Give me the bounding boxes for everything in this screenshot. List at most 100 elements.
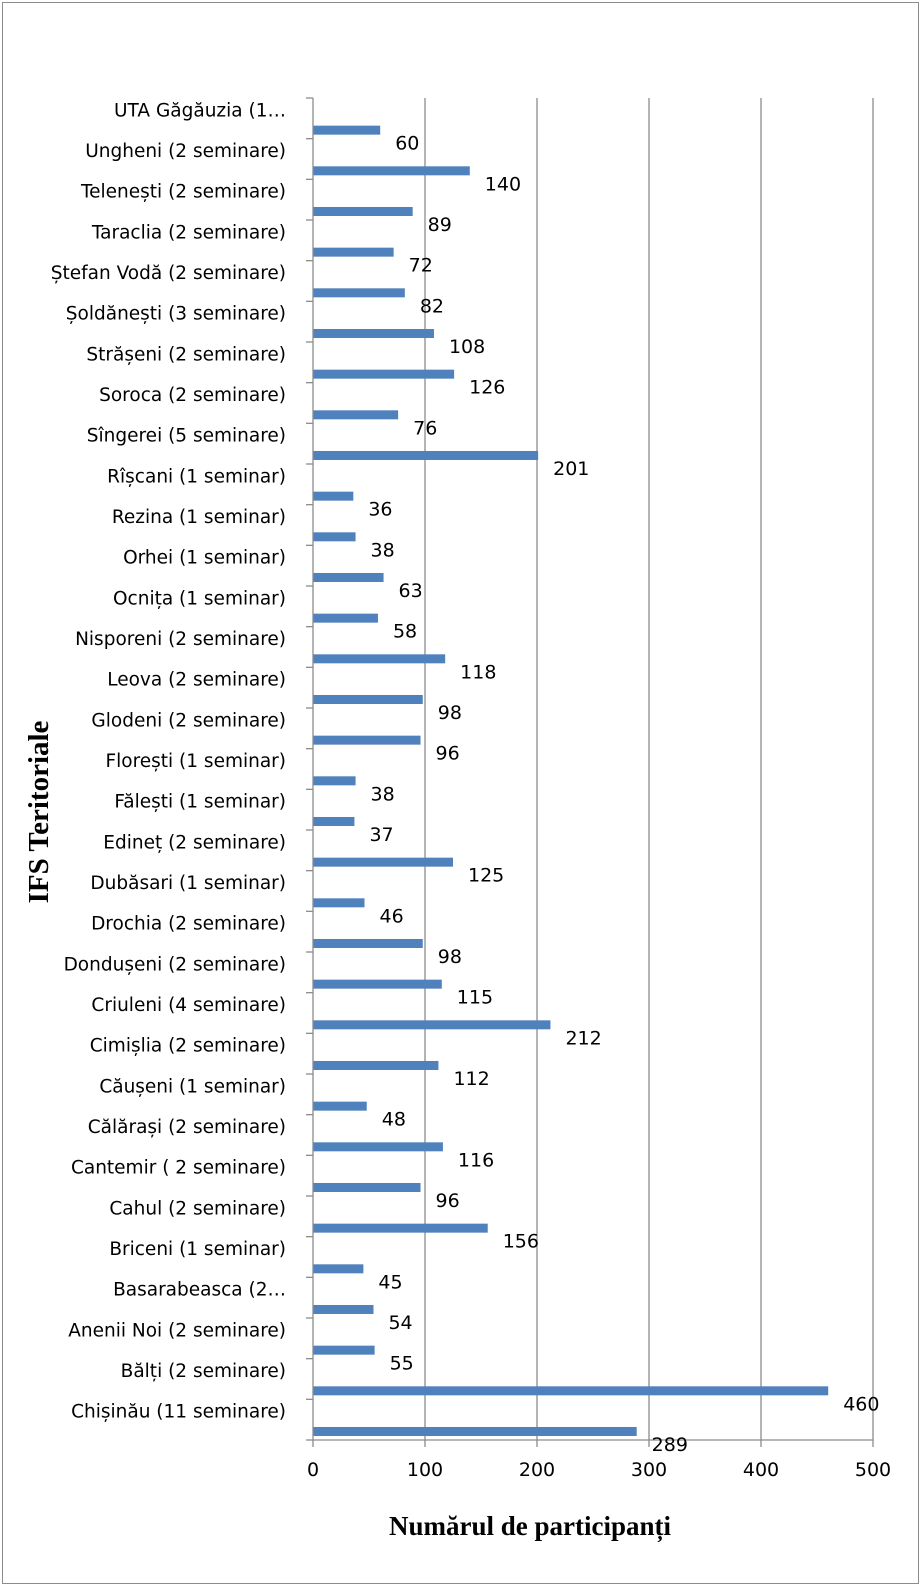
bar bbox=[313, 1101, 367, 1111]
bar bbox=[313, 247, 394, 257]
bar bbox=[313, 776, 356, 786]
data-label: 115 bbox=[457, 987, 493, 1009]
x-tick-label: 300 bbox=[631, 1459, 667, 1481]
category-label: Briceni (1 seminar) bbox=[109, 1239, 286, 1260]
bar bbox=[313, 816, 355, 826]
category-label: Cahul (2 seminare) bbox=[109, 1198, 286, 1219]
category-label: Telenești (2 seminare) bbox=[80, 182, 286, 203]
bar bbox=[313, 857, 453, 867]
bars bbox=[313, 125, 829, 1436]
data-label: 96 bbox=[436, 1190, 460, 1212]
category-label: Ștefan Vodă (2 seminare) bbox=[51, 263, 286, 284]
bar bbox=[313, 735, 421, 745]
category-label: Rîșcani (1 seminar) bbox=[107, 466, 286, 487]
y-axis-title: IFS Teritoriale bbox=[23, 720, 55, 903]
data-label: 125 bbox=[468, 865, 504, 887]
category-label: Edineț (2 seminare) bbox=[103, 832, 286, 853]
data-label: 55 bbox=[390, 1353, 414, 1375]
data-label: 38 bbox=[371, 783, 395, 805]
bar bbox=[313, 1223, 488, 1233]
bar bbox=[313, 1182, 421, 1192]
bar bbox=[313, 1345, 375, 1355]
data-label: 46 bbox=[380, 905, 404, 927]
bar bbox=[313, 1304, 374, 1314]
data-label: 60 bbox=[395, 133, 419, 155]
data-label: 118 bbox=[460, 661, 496, 683]
category-label: Dondușeni (2 seminare) bbox=[64, 954, 286, 975]
category-label: Ungheni (2 seminare) bbox=[85, 141, 286, 162]
bar bbox=[313, 1426, 637, 1436]
category-label: Leova (2 seminare) bbox=[107, 670, 286, 691]
data-label: 460 bbox=[843, 1393, 879, 1415]
bar bbox=[313, 1264, 364, 1274]
data-label: 140 bbox=[485, 173, 521, 195]
data-label: 116 bbox=[458, 1149, 494, 1171]
data-label: 96 bbox=[436, 743, 460, 765]
bar bbox=[313, 166, 470, 176]
bar bbox=[313, 328, 434, 338]
category-label: Cantemir ( 2 seminare) bbox=[71, 1158, 286, 1179]
bar bbox=[313, 491, 354, 501]
category-label: Bălți (2 seminare) bbox=[121, 1361, 286, 1382]
category-label: Fălești (1 seminar) bbox=[114, 792, 286, 813]
bar bbox=[313, 532, 356, 542]
bar bbox=[313, 288, 405, 298]
x-tick-label: 200 bbox=[519, 1459, 555, 1481]
gridlines bbox=[424, 98, 874, 1440]
category-label: Rezina (1 seminar) bbox=[112, 507, 286, 528]
bar bbox=[313, 938, 423, 948]
labels: 0 100 200 300 400 500 UTA Găgăuzia (1… 60 Unghen… bbox=[51, 100, 891, 1481]
bar bbox=[313, 898, 365, 908]
bar bbox=[313, 410, 399, 420]
category-label: Glodeni (2 seminare) bbox=[91, 710, 286, 731]
x-tick-label: 100 bbox=[407, 1459, 443, 1481]
data-label: 45 bbox=[378, 1271, 402, 1293]
x-tick-label: 400 bbox=[743, 1459, 779, 1481]
category-label: Călărași (2 seminare) bbox=[88, 1117, 286, 1138]
data-label: 76 bbox=[413, 417, 437, 439]
bar bbox=[313, 979, 442, 989]
data-label: 126 bbox=[469, 377, 505, 399]
data-label: 98 bbox=[438, 946, 462, 968]
data-label: 58 bbox=[393, 621, 417, 643]
category-label: Taraclia (2 seminare) bbox=[91, 222, 286, 243]
data-label: 54 bbox=[388, 1312, 412, 1334]
bar bbox=[313, 1020, 551, 1030]
bar bbox=[313, 206, 413, 216]
bar bbox=[313, 369, 455, 379]
bar bbox=[313, 694, 423, 704]
data-label: 289 bbox=[652, 1434, 688, 1456]
data-label: 98 bbox=[438, 702, 462, 724]
category-label: Cimișlia (2 seminare) bbox=[90, 1036, 286, 1057]
data-label: 201 bbox=[553, 458, 589, 480]
bar bbox=[313, 654, 446, 664]
data-label: 108 bbox=[449, 336, 485, 358]
data-label: 37 bbox=[369, 824, 393, 846]
bar bbox=[313, 613, 378, 623]
bar bbox=[313, 125, 381, 135]
category-label: Florești (1 seminar) bbox=[105, 751, 286, 772]
data-label: 82 bbox=[420, 295, 444, 317]
data-label: 89 bbox=[428, 214, 452, 236]
category-label: Dubăsari (1 seminar) bbox=[90, 873, 286, 894]
data-label: 112 bbox=[453, 1068, 489, 1090]
category-label: Chișinău (11 seminare) bbox=[71, 1402, 286, 1423]
bar bbox=[313, 1386, 829, 1396]
data-label: 72 bbox=[409, 255, 433, 277]
category-label: Soroca (2 seminare) bbox=[99, 385, 286, 406]
category-label: Căușeni (1 seminar) bbox=[99, 1076, 286, 1097]
data-label: 63 bbox=[399, 580, 423, 602]
category-label: Anenii Noi (2 seminare) bbox=[68, 1320, 286, 1341]
category-label: Criuleni (4 seminare) bbox=[91, 995, 286, 1016]
data-label: 36 bbox=[368, 499, 392, 521]
category-label: Nisporeni (2 seminare) bbox=[75, 629, 286, 650]
category-label: Strășeni (2 seminare) bbox=[86, 344, 286, 365]
category-label: Șoldănești (3 seminare) bbox=[66, 304, 286, 325]
bar bbox=[313, 572, 384, 582]
data-label: 38 bbox=[371, 539, 395, 561]
x-tick-label: 500 bbox=[855, 1459, 891, 1481]
data-label: 48 bbox=[382, 1109, 406, 1131]
bar bbox=[313, 1142, 443, 1152]
category-label: Drochia (2 seminare) bbox=[91, 914, 286, 935]
